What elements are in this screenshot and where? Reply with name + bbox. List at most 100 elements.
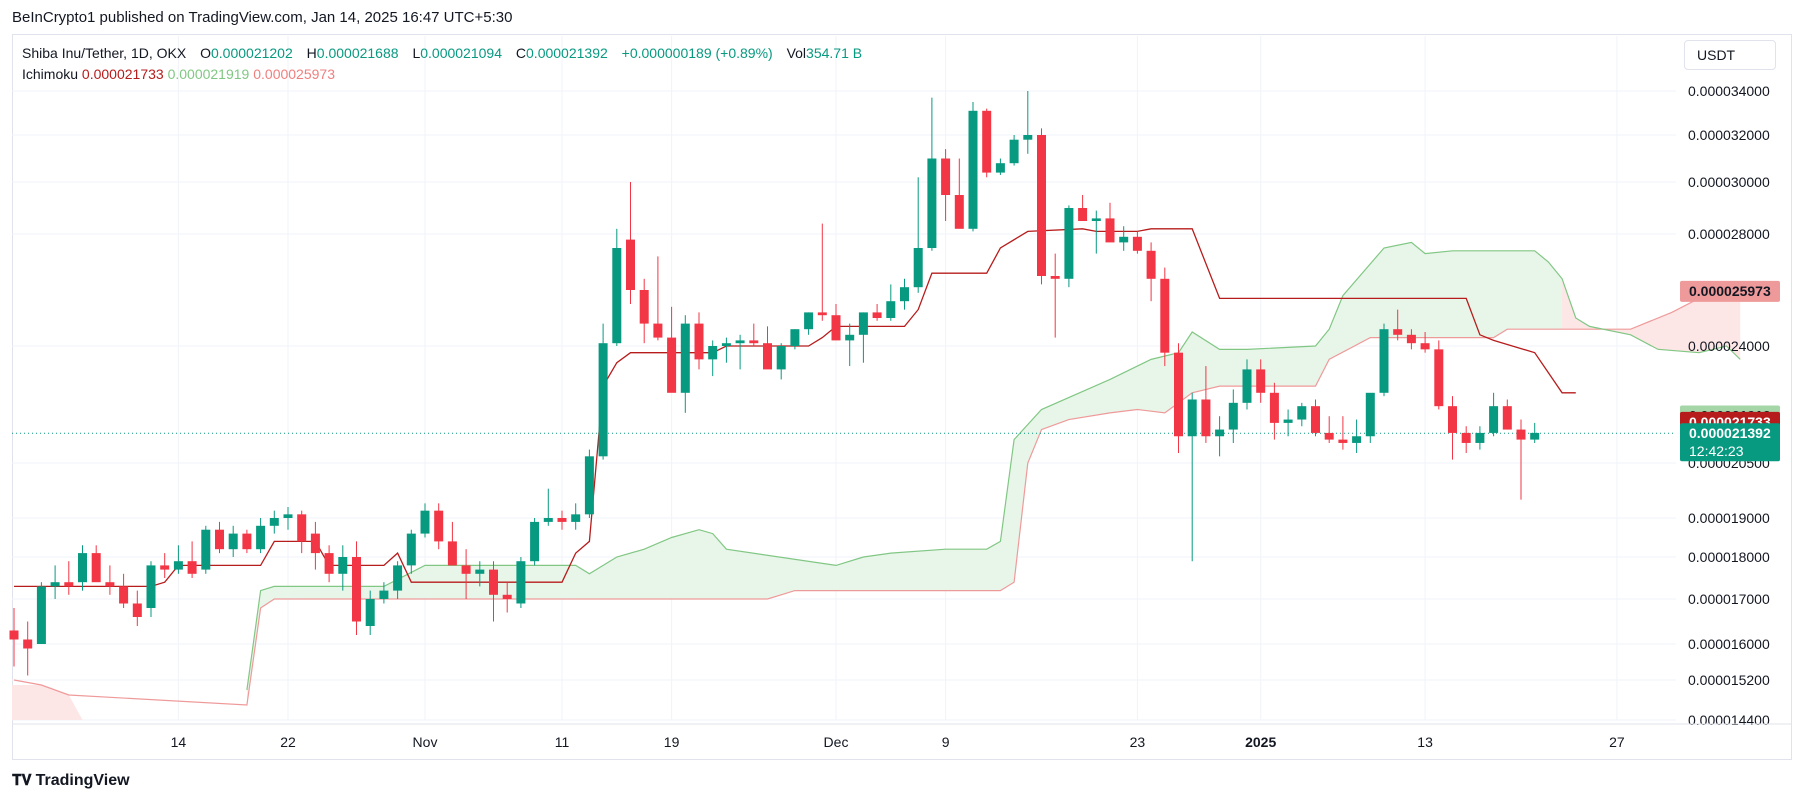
candle [187,541,197,578]
high-value: 0.000021688 [316,45,399,61]
candle [201,525,211,574]
candle-body [1187,399,1197,437]
candle [680,315,690,413]
candle-body [105,582,115,587]
candle-body [215,529,224,550]
candle-body [667,337,677,393]
candle-body [119,586,129,604]
candle [708,340,718,377]
candle [858,312,868,363]
candle-body [1023,135,1033,140]
candle [1256,359,1266,403]
candle [1009,135,1019,166]
candle-body [626,239,635,290]
grid [12,36,1676,721]
candle [804,312,814,335]
candle [1379,323,1389,397]
candle-body [763,343,772,370]
candle-body [1269,392,1279,423]
candle [146,561,156,617]
y-tick-label: 0.000015200 [1688,672,1770,688]
candle [406,529,416,574]
price-axis[interactable]: 0.000034000 0.000032000 0.000030000 0.00002… [1688,83,1770,728]
candle-body [256,525,266,550]
candle [1283,409,1293,437]
candle [1530,422,1540,443]
candles [9,91,1540,676]
candle-body [310,533,320,554]
symbol-name[interactable]: Shiba Inu/Tether, 1D, OKX [22,45,187,61]
candle-body [489,569,498,595]
candle-body [1475,432,1485,443]
candle [584,449,594,518]
candle-body [242,533,252,550]
y-tick-label: 0.000017000 [1688,591,1770,607]
candle [119,573,129,608]
open-value: 0.000021202 [211,45,293,61]
candle-body [612,248,622,344]
candle [845,323,855,367]
x-tick-label: 9 [942,734,950,750]
close-value: 0.000021392 [526,45,608,61]
y-tick-label: 0.000032000 [1688,127,1770,143]
candle [23,621,33,676]
candle-body [845,334,855,341]
candle-body [1174,352,1183,437]
candle [653,256,663,341]
price-label-value: 0.000021392 [1689,425,1771,441]
candle-body [1365,392,1375,437]
time-axis[interactable]: 14 22 Nov 11 19 Dec 9 23 2025 13 27 [12,723,1792,750]
candle-body [1256,369,1266,393]
candle-body [543,518,553,522]
indicator-value-3: 0.000025973 [253,66,335,82]
candle [667,306,677,393]
price-label-bg [1680,423,1780,462]
candle-body [927,158,937,248]
candle [283,507,293,530]
candle-body [557,518,567,522]
candle [557,510,567,530]
candle [1324,416,1334,443]
candle [941,149,951,221]
candle-body [1489,406,1499,433]
candle [1502,399,1512,430]
candle [393,561,403,599]
candle-body [502,594,512,599]
candle-body [461,565,471,574]
candle-body [598,343,608,457]
x-tick-label: 27 [1609,734,1625,750]
indicator-name[interactable]: Ichimoku [22,66,79,82]
candle-body [817,312,827,316]
candle [626,182,635,304]
candle-body [653,323,663,338]
candle [530,518,540,566]
candle-body [23,639,33,649]
cloud-bearish [1562,278,1741,360]
candle-body [1502,406,1512,430]
candle-body [982,110,992,173]
candle-body [804,312,814,330]
y-tick-label: 0.000034000 [1688,83,1770,99]
candle [516,557,526,608]
chart-frame [12,34,1792,760]
candle [968,102,978,232]
close-key: C [515,45,527,61]
high-key: H [306,45,317,61]
currency-button[interactable]: USDT [1684,40,1776,70]
candle [338,545,348,591]
candle [475,561,485,587]
candle-body [584,456,594,515]
candle-body [283,514,293,518]
candle-body [1338,439,1348,443]
candle [982,108,992,178]
candle [1078,195,1088,221]
candle-body [1091,218,1101,221]
candle [1448,396,1457,460]
candle-body [1461,432,1471,443]
candle [872,304,882,321]
candle [1174,343,1183,453]
tradingview-logo[interactable]: 𝐓𝐕 TradingView [12,771,130,790]
x-tick-label: 2025 [1245,734,1276,750]
candle [1242,359,1252,410]
